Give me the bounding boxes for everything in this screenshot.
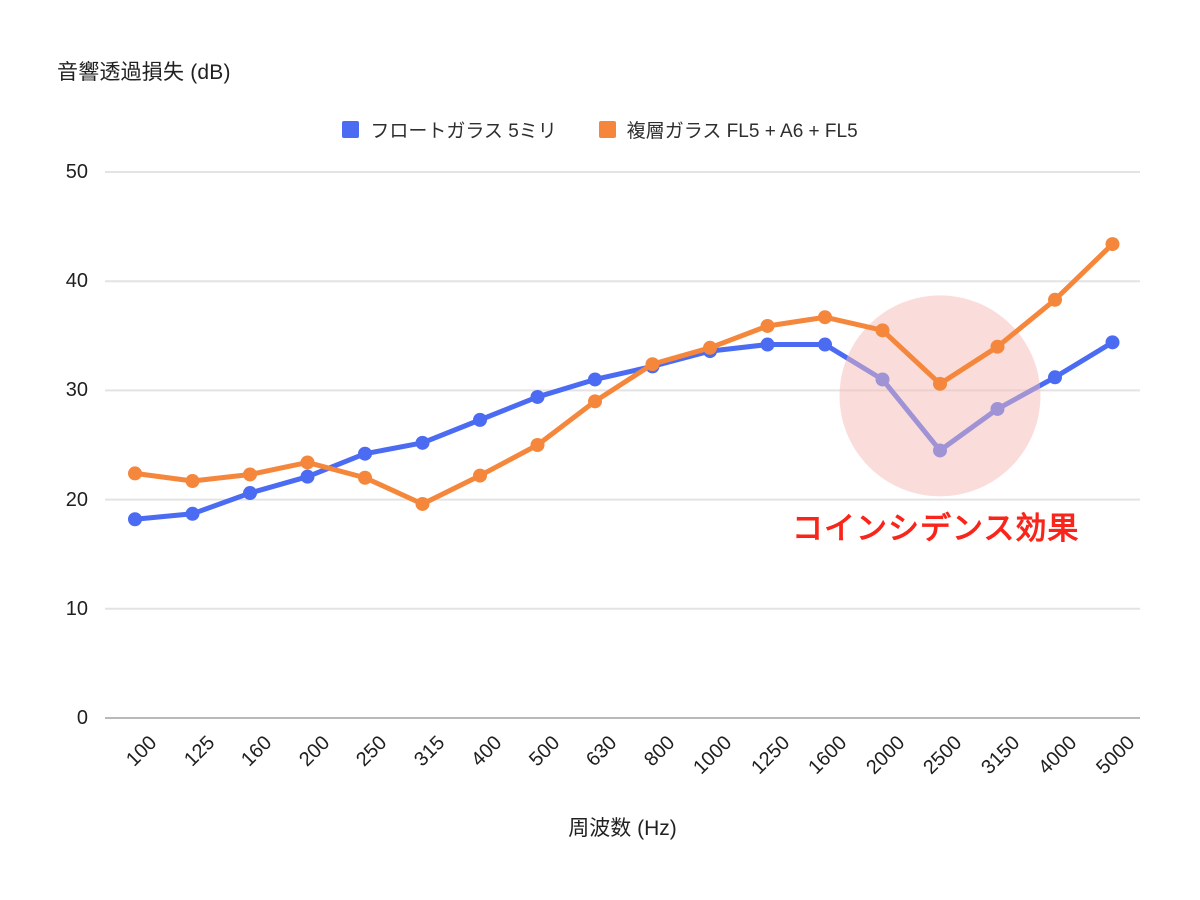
legend-item-double-glazing: 複層ガラス FL5 + A6 + FL5: [598, 116, 858, 143]
y-tick-label: 30: [65, 379, 88, 402]
data-point-double-glazing: [530, 438, 545, 452]
chart-title: 音響透過損失 (dB): [57, 61, 231, 84]
legend-swatch-float-glass: [342, 121, 360, 138]
data-point-double-glazing: [185, 474, 200, 489]
y-tick-label: 20: [65, 488, 88, 511]
legend-swatch-double-glazing: [598, 121, 616, 138]
highlight-circle: [839, 295, 1041, 497]
data-point-float-glass: [818, 337, 832, 352]
chart-legend: フロートガラス 5ミリ 複層ガラス FL5 + A6 + FL5: [0, 116, 1200, 143]
data-point-float-glass: [358, 446, 372, 461]
data-point-float-glass: [1105, 335, 1120, 350]
legend-label-float-glass: フロートガラス 5ミリ: [370, 121, 557, 142]
data-point-double-glazing: [588, 394, 602, 409]
data-point-double-glazing: [645, 357, 660, 372]
data-point-double-glazing: [818, 310, 832, 325]
data-point-float-glass: [588, 372, 602, 387]
data-point-double-glazing: [760, 318, 775, 333]
series-line-double-glazing: [132, 241, 1115, 507]
data-point-double-glazing: [1048, 292, 1062, 307]
data-point-double-glazing: [1105, 237, 1120, 252]
data-point-double-glazing: [243, 467, 257, 482]
data-point-float-glass: [243, 486, 257, 501]
legend-item-float-glass: フロートガラス 5ミリ: [342, 116, 557, 143]
data-point-float-glass: [530, 389, 545, 404]
data-point-float-glass: [760, 337, 775, 352]
legend-label-double-glazing: 複層ガラス FL5 + A6 + FL5: [626, 121, 858, 142]
data-point-double-glazing: [875, 323, 890, 338]
data-point-double-glazing: [473, 468, 487, 483]
data-point-float-glass: [415, 435, 430, 450]
data-point-float-glass: [185, 506, 200, 521]
coincidence-effect-annotation: コインシデンス効果: [792, 511, 1080, 546]
y-tick-label: 40: [65, 270, 88, 293]
data-point-double-glazing: [300, 455, 315, 470]
x-axis-title: 周波数 (Hz): [568, 817, 677, 840]
y-tick-label: 10: [65, 597, 88, 620]
data-point-double-glazing: [415, 496, 430, 511]
data-point-float-glass: [473, 412, 487, 427]
data-point-double-glazing: [128, 466, 142, 481]
data-point-float-glass: [300, 469, 315, 484]
y-tick-label: 0: [76, 707, 88, 729]
y-tick-label: 50: [65, 161, 88, 183]
data-point-float-glass: [1048, 370, 1062, 385]
data-point-double-glazing: [990, 339, 1005, 354]
data-point-float-glass: [128, 512, 142, 527]
data-point-double-glazing: [358, 470, 372, 485]
data-point-double-glazing: [703, 340, 717, 355]
data-point-double-glazing: [933, 376, 947, 391]
